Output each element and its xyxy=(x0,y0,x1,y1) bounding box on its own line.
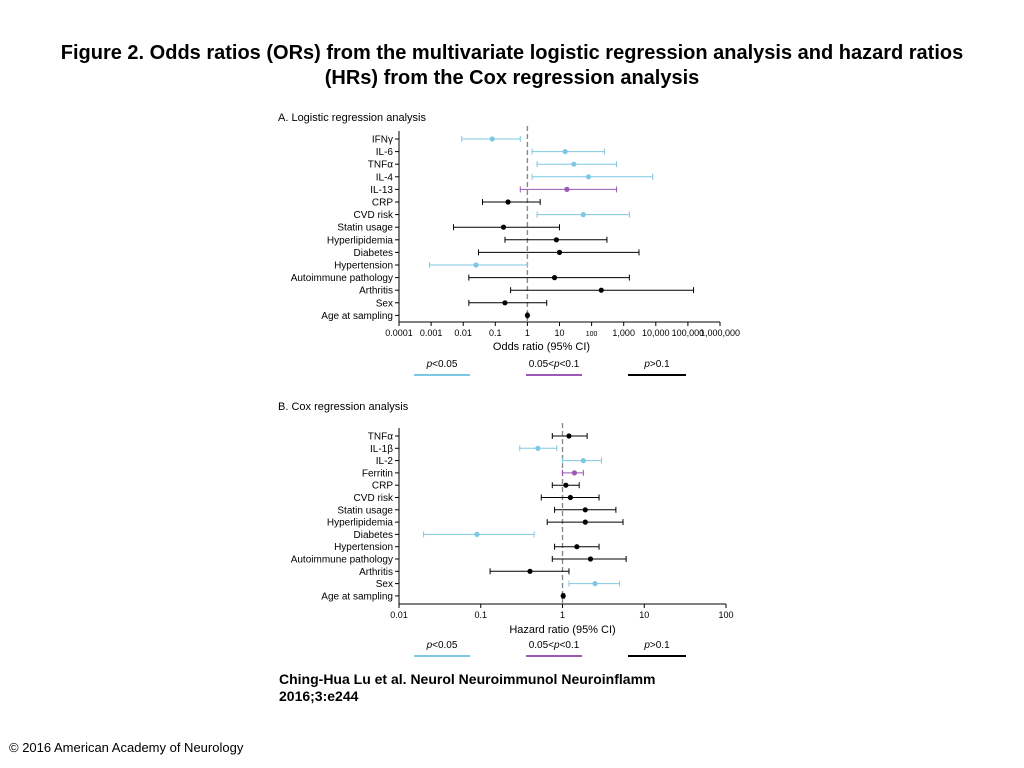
y-tick-label: CVD risk xyxy=(354,493,394,504)
y-tick-label: Autoimmune pathology xyxy=(291,273,393,284)
citation-line1: Ching-Hua Lu et al. Neurol Neuroimmunol … xyxy=(279,671,656,687)
x-tick-label: 1 xyxy=(525,328,530,338)
y-tick-label: IL-2 xyxy=(376,456,394,467)
point-estimate xyxy=(473,262,479,268)
x-tick-label: 0.001 xyxy=(420,328,443,338)
panel-title: B. Cox regression analysis xyxy=(278,401,409,413)
legend-label: p<0.05 xyxy=(426,359,458,370)
legend: p<0.05 0.05<p<0.1 p>0.1 xyxy=(414,640,686,657)
slide-title-line1: Figure 2. Odds ratios (ORs) from the mul… xyxy=(60,42,964,64)
x-tick-label: 0.01 xyxy=(454,328,472,338)
point-estimate xyxy=(585,174,592,180)
x-tick-label: 0.0001 xyxy=(385,328,413,338)
point-estimate xyxy=(500,224,507,230)
x-tick-label: 100,000 xyxy=(672,328,705,338)
point-estimate xyxy=(556,249,563,255)
point-estimate xyxy=(502,300,508,306)
point-estimate xyxy=(524,312,531,318)
citation-line2: 2016;3:e244 xyxy=(279,688,359,704)
panel-title: A. Logistic regression analysis xyxy=(278,112,426,124)
point-estimate xyxy=(582,519,588,525)
y-tick-label: Hypertension xyxy=(334,261,393,272)
forest-panel-b: B. Cox regression analysis 0.01 0.1 1 10 100 T… xyxy=(278,401,734,657)
y-tick-label: Hyperlipidemia xyxy=(327,235,394,246)
point-estimate xyxy=(564,186,570,192)
x-tick-label: 0.1 xyxy=(489,328,502,338)
point-estimate xyxy=(563,482,569,488)
point-estimate xyxy=(551,275,558,281)
point-estimate xyxy=(582,507,588,513)
slide-title-line2: (HRs) from the Cox regression analysis xyxy=(324,67,700,89)
point-estimate xyxy=(562,149,568,155)
point-estimate xyxy=(598,287,604,293)
point-estimate xyxy=(560,593,566,599)
x-tick-label: 0.01 xyxy=(390,610,408,620)
x-tick-label: 100 xyxy=(718,610,733,620)
point-estimate xyxy=(489,136,495,142)
y-tick-label: TNFα xyxy=(368,160,393,171)
y-tick-label: CRP xyxy=(372,198,393,209)
citation: Ching-Hua Lu et al. Neurol Neuroimmunol … xyxy=(279,671,739,705)
point-estimate xyxy=(592,581,598,587)
y-tick-label: Age at sampling xyxy=(321,311,393,322)
x-tick-label: 10,000 xyxy=(642,328,670,338)
y-tick-label: Statin usage xyxy=(337,505,393,516)
point-estimate xyxy=(580,212,586,218)
y-tick-label: Sex xyxy=(376,579,393,590)
y-tick-label: IL-6 xyxy=(376,147,394,158)
legend: p<0.05 0.05<p<0.1 p>0.1 xyxy=(414,359,686,376)
x-tick-label: 10 xyxy=(639,610,649,620)
slide-title: Figure 2. Odds ratios (ORs) from the mul… xyxy=(20,41,1004,91)
x-tick-label: 1,000,000 xyxy=(700,328,740,338)
y-tick-label: Arthritis xyxy=(359,286,393,297)
legend-label: 0.05<p<0.1 xyxy=(529,640,580,651)
y-tick-label: IL-13 xyxy=(370,185,393,196)
legend-label: p>0.1 xyxy=(643,640,670,651)
y-tick-label: IL-1β xyxy=(370,444,393,455)
x-tick-label: 100 xyxy=(586,331,598,338)
y-tick-label: IL-4 xyxy=(376,172,394,183)
point-estimate xyxy=(580,458,586,464)
x-axis-label: Hazard ratio (95% CI) xyxy=(509,624,615,636)
legend-label: p<0.05 xyxy=(426,640,458,651)
legend-label: p>0.1 xyxy=(643,359,670,370)
x-tick-label: 1 xyxy=(560,610,565,620)
point-estimate xyxy=(505,199,511,205)
forest-panel-a: A. Logistic regression analysis 0.0001 0.0… xyxy=(278,112,740,376)
y-tick-label: IFNγ xyxy=(372,135,393,146)
x-tick-label: 10 xyxy=(554,328,564,338)
point-estimate xyxy=(566,433,572,439)
x-tick-label: 1,000 xyxy=(612,328,635,338)
y-tick-label: Statin usage xyxy=(337,223,393,234)
point-estimate xyxy=(571,161,577,167)
point-estimate xyxy=(571,470,578,476)
y-tick-label: TNFα xyxy=(368,432,393,443)
y-tick-label: CVD risk xyxy=(354,210,394,221)
copyright-notice: © 2016 American Academy of Neurology xyxy=(9,740,244,755)
y-tick-label: Arthritis xyxy=(359,567,393,578)
y-tick-label: Diabetes xyxy=(354,248,393,259)
point-estimate xyxy=(567,494,574,501)
y-tick-label: Ferritin xyxy=(362,468,393,479)
point-estimate xyxy=(553,237,559,243)
point-estimate xyxy=(474,531,480,538)
y-tick-label: CRP xyxy=(372,481,393,492)
y-tick-label: Hyperlipidemia xyxy=(327,518,394,529)
y-tick-label: Diabetes xyxy=(354,530,393,541)
x-axis-label: Odds ratio (95% CI) xyxy=(493,341,590,353)
point-estimate xyxy=(527,568,533,574)
y-tick-label: Hypertension xyxy=(334,542,393,553)
legend-label: 0.05<p<0.1 xyxy=(529,359,580,370)
point-estimate xyxy=(574,544,580,550)
y-tick-label: Autoimmune pathology xyxy=(291,555,393,566)
y-tick-label: Age at sampling xyxy=(321,591,393,602)
point-estimate xyxy=(587,556,594,562)
x-tick-label: 0.1 xyxy=(474,610,487,620)
point-estimate xyxy=(535,445,541,451)
y-tick-label: Sex xyxy=(376,298,393,309)
